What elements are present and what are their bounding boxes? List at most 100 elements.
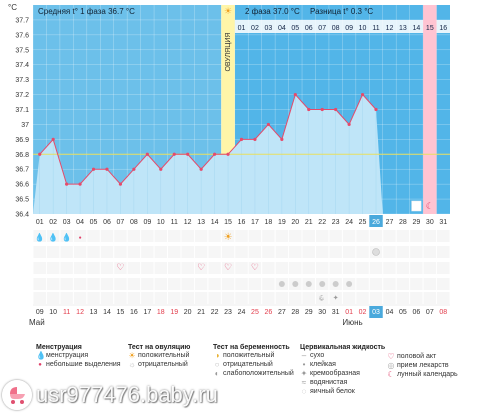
marker-cell xyxy=(73,246,87,258)
marker-cell xyxy=(127,278,141,290)
cycle-day-label: 22 xyxy=(318,219,326,226)
sticky-icon: • xyxy=(302,359,306,369)
today-highlight xyxy=(369,215,383,227)
calendar-date-label: 14 xyxy=(103,309,111,316)
cycle-day-label: 20 xyxy=(291,219,299,226)
drop-icon: 💧 xyxy=(62,232,72,242)
heart-icon: ♡ xyxy=(116,262,124,272)
temperature-point xyxy=(212,152,217,156)
marker-cell xyxy=(141,262,154,274)
marker-cell xyxy=(100,292,114,304)
legend-ovulation-test: Тест на овуляцию ☀ положительный ☼ отрицат… xyxy=(128,344,190,369)
heart-icon: ♡ xyxy=(251,262,259,272)
stroller-logo-icon xyxy=(2,380,32,410)
cycle-day-label: 31 xyxy=(439,219,447,226)
marker-cell xyxy=(396,278,410,290)
temperature-point xyxy=(172,152,176,156)
marker-cell xyxy=(248,292,262,304)
marker-cell xyxy=(289,230,302,242)
calendar-date-label: 27 xyxy=(278,309,286,316)
calendar-date-label: 17 xyxy=(143,309,151,316)
marker-cell xyxy=(60,292,73,304)
marker-cell xyxy=(114,262,127,274)
marker-cell xyxy=(396,262,410,274)
cycle-day-label: 19 xyxy=(278,219,286,226)
cycle-day-label: 03 xyxy=(63,219,71,226)
marker-cell xyxy=(168,278,181,290)
marker-cell xyxy=(114,278,127,290)
phase2-day-number: 02 xyxy=(251,25,259,32)
marker-cell xyxy=(141,292,154,304)
cycle-day-label: 15 xyxy=(224,219,232,226)
marker-cell xyxy=(302,246,315,258)
small-drop-icon: ● xyxy=(38,361,42,368)
marker-cell xyxy=(315,262,329,274)
temperature-point xyxy=(186,152,190,156)
marker-cell xyxy=(154,246,168,258)
cycle-day-label: 14 xyxy=(211,219,219,226)
marker-cell xyxy=(194,278,208,290)
y-tick-label: 36.8 xyxy=(15,152,29,159)
dry-icon xyxy=(319,281,326,287)
temperature-point xyxy=(226,152,230,156)
calendar-date-label: 11 xyxy=(63,309,70,316)
legend-item-label: положительный xyxy=(223,352,275,359)
calendar-date-label: 15 xyxy=(117,309,125,316)
marker-cell xyxy=(262,230,275,242)
cycle-day-label: 06 xyxy=(103,219,111,226)
calendar-date-label: 05 xyxy=(399,309,407,316)
marker-cell xyxy=(356,292,369,304)
temperature-point xyxy=(360,92,365,97)
marker-cell xyxy=(356,278,369,290)
sun-icon: ☀ xyxy=(224,232,233,243)
marker-cell xyxy=(46,246,60,258)
marker-cell xyxy=(141,230,154,242)
marker-cell xyxy=(342,262,356,274)
legend-item-label: водянистая xyxy=(310,379,348,386)
y-tick-label: 37.6 xyxy=(15,32,29,39)
marker-cell xyxy=(410,230,423,242)
cycle-day-label: 02 xyxy=(49,219,57,226)
legend-item-label: менструация xyxy=(46,352,89,359)
calendar-date-label: 01 xyxy=(345,309,353,316)
calendar-date-label: 29 xyxy=(305,309,313,316)
legend-item: ○ отрицательный xyxy=(213,360,294,369)
phase2-day-number: 11 xyxy=(372,25,379,32)
legend-item: ◑ положительный xyxy=(213,351,294,360)
y-axis: °C 36.4 36.5 36.6 36.7 36.8 36.9 37 37.1 37.2 37.3… xyxy=(8,3,29,219)
marker-cell xyxy=(437,246,450,258)
watermark: usr977476.baby.ru xyxy=(2,378,218,412)
calendar-date-label: 21 xyxy=(197,309,205,316)
moon-icon: ☾ xyxy=(426,201,434,211)
calendar-date-label: 31 xyxy=(332,309,340,316)
phase2-day-number: 15 xyxy=(426,25,434,32)
bbt-chart: ОВУЛЯЦИЯ ☀ 01 02 03 04 05 06 07 08 09 10 11 12 13 14 15 1… xyxy=(8,3,450,327)
marker-cell xyxy=(248,246,262,258)
legend-item-label: половой акт xyxy=(397,353,437,360)
marker-cell xyxy=(208,292,221,304)
marker-cell xyxy=(181,230,194,242)
cycle-day-label: 28 xyxy=(399,219,407,226)
cycle-day-label: 10 xyxy=(157,219,165,226)
marker-cell xyxy=(221,246,235,258)
legend-item: – сухо xyxy=(300,351,385,360)
phase2-day-number: 04 xyxy=(278,25,286,32)
calendar-date-label: 12 xyxy=(76,309,84,316)
legend-item: ✦ кремообразная xyxy=(300,369,385,378)
dry-icon: – xyxy=(301,350,307,360)
ovulation-label: ОВУЛЯЦИЯ xyxy=(225,32,232,71)
legend-item: ≈ водянистая xyxy=(300,378,385,387)
y-axis-unit: °C xyxy=(8,3,17,12)
y-tick-label: 37.5 xyxy=(15,47,29,54)
heart-icon: ♡ xyxy=(197,262,205,272)
marker-cell xyxy=(33,292,46,304)
dry-icon xyxy=(346,281,353,287)
marker-cell xyxy=(262,278,275,290)
y-tick-label: 37.2 xyxy=(15,92,29,99)
marker-cell xyxy=(275,230,289,242)
dry-icon xyxy=(305,281,312,287)
calendar-date-label: 22 xyxy=(211,309,219,316)
egg-white-icon: ◌ xyxy=(301,386,307,396)
temperature-point xyxy=(266,122,271,127)
calendar-date-label: 30 xyxy=(318,309,326,316)
